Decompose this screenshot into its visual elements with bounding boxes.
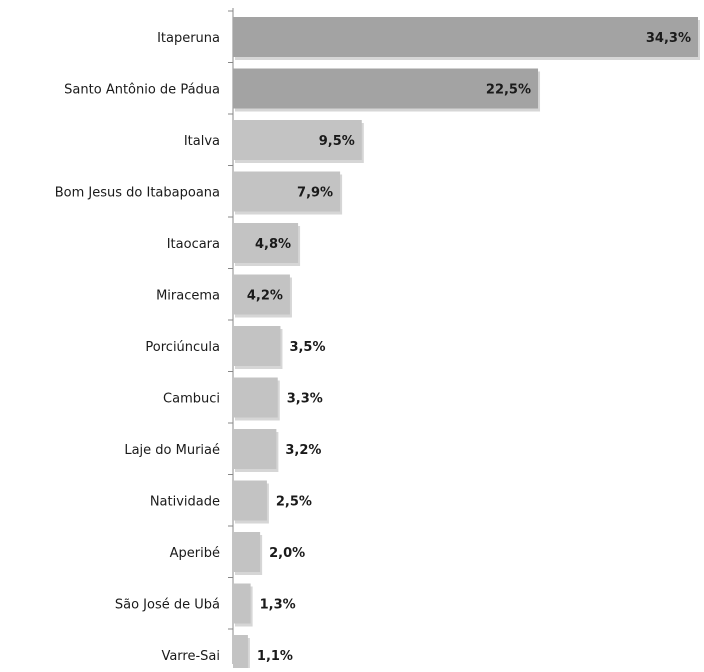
value-label: 2,0%: [269, 546, 305, 561]
bar: [233, 223, 299, 263]
category-label: Itaocara: [167, 237, 220, 252]
bar: [233, 171, 341, 212]
category-label: Santo Antônio de Pádua: [64, 83, 220, 98]
category-label: Cambuci: [163, 392, 220, 407]
value-label: 4,8%: [255, 237, 291, 252]
bar: [233, 68, 539, 109]
value-label: 1,3%: [260, 598, 296, 613]
bar: [233, 274, 290, 315]
value-label: 2,5%: [276, 495, 312, 510]
bar: [233, 377, 278, 418]
category-label: Porciúncula: [145, 340, 220, 355]
bar: [233, 480, 267, 521]
category-label: Aperibé: [170, 546, 220, 561]
category-label: Natividade: [150, 495, 220, 510]
category-label: Laje do Muriaé: [124, 443, 220, 458]
category-label: Miracema: [156, 289, 220, 304]
value-label: 22,5%: [486, 83, 531, 98]
category-label: Italva: [184, 134, 220, 149]
value-label: 34,3%: [646, 31, 691, 46]
value-label: 7,9%: [297, 186, 333, 201]
bar: [233, 635, 248, 672]
bar: [233, 17, 698, 57]
value-label: 1,1%: [257, 649, 293, 664]
value-label: 3,2%: [285, 443, 321, 458]
category-label: São José de Ubá: [115, 598, 220, 613]
bar: [233, 326, 281, 366]
bar: [233, 429, 277, 469]
bar: [233, 583, 251, 624]
bar: [233, 532, 261, 572]
category-label: Varre-Sai: [161, 649, 220, 664]
bar: [233, 120, 362, 160]
category-label: Itaperuna: [157, 31, 220, 46]
value-label: 3,5%: [289, 340, 325, 355]
value-label: 4,2%: [247, 289, 283, 304]
value-label: 3,3%: [287, 392, 323, 407]
category-label: Bom Jesus do Itabapoana: [55, 186, 220, 201]
value-label: 9,5%: [319, 134, 355, 149]
